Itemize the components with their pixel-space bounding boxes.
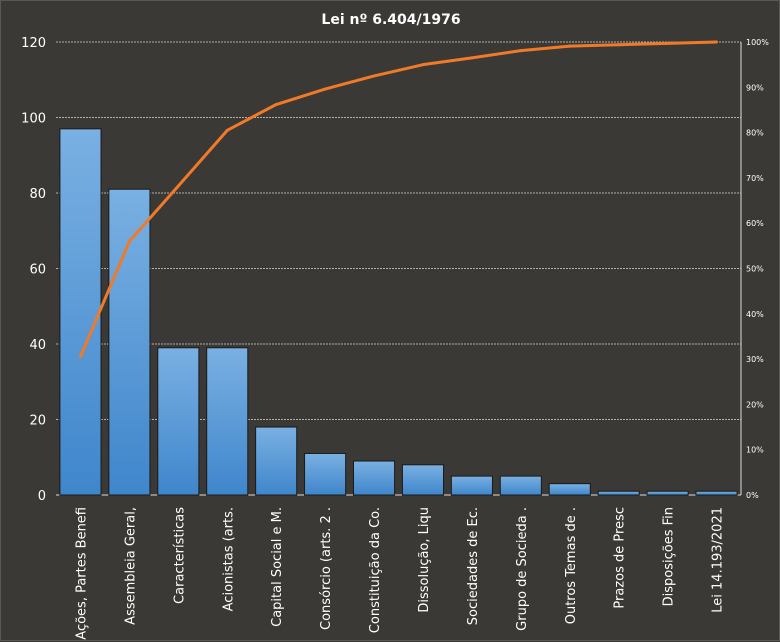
x-tick-label: Consórcio (arts. 2 . <box>319 507 334 630</box>
y2-tick-label: 40% <box>746 310 764 319</box>
cumulative-point <box>470 56 474 60</box>
cumulative-point <box>274 103 278 107</box>
cumulative-point <box>715 40 719 44</box>
y2-tick-label: 60% <box>746 219 764 228</box>
bar <box>206 347 249 496</box>
cumulative-point <box>225 128 229 132</box>
y2-tick-label: 0% <box>746 491 759 500</box>
x-tick-label: Outros Temas de . <box>564 507 579 624</box>
cumulative-point <box>127 239 131 243</box>
cumulative-point <box>78 355 82 359</box>
bar <box>646 490 689 496</box>
cumulative-point <box>617 43 621 47</box>
y-tick-label: 60 <box>29 263 46 278</box>
y-tick-label: 100 <box>21 112 46 127</box>
y-tick-label: 20 <box>29 414 46 429</box>
x-tick-label: Disposições Fin <box>662 507 677 606</box>
x-tick-label: Prazos de Presc <box>613 507 628 609</box>
y2-tick-label: 90% <box>746 83 764 92</box>
x-tick-label: Características <box>172 507 187 604</box>
y2-tick-label: 30% <box>746 355 764 364</box>
y-tick-label: 0 <box>38 489 46 504</box>
x-tick-label: Acionistas (arts. <box>221 507 236 611</box>
x-tick-label: Assembleia Geral, <box>123 507 138 625</box>
cumulative-point <box>323 87 327 91</box>
cumulative-point <box>421 63 425 67</box>
y-tick-label: 80 <box>29 187 46 202</box>
y2-tick-label: 70% <box>746 174 764 183</box>
cumulative-point <box>568 44 572 48</box>
x-tick-label: Sociedades de Ec. <box>466 507 481 625</box>
x-tick-label: Dissolução, Liqu <box>417 507 432 613</box>
bar <box>352 460 396 496</box>
cumulative-point <box>666 41 670 45</box>
bar <box>548 483 591 496</box>
cumulative-line <box>79 40 717 358</box>
bar <box>499 475 542 496</box>
y-tick-label: 40 <box>29 338 46 353</box>
y-tick-label: 120 <box>21 36 46 51</box>
bar <box>255 426 298 496</box>
y2-tick-label: 20% <box>746 400 764 409</box>
x-tick-label: Ações, Partes Benefi <box>74 507 89 640</box>
bar <box>401 464 445 496</box>
bar <box>695 490 738 496</box>
y2-tick-label: 10% <box>746 446 764 455</box>
x-tick-label: Capital Social e M. <box>270 507 285 627</box>
x-tick-label: Grupo de Socieda . <box>515 507 530 631</box>
x-tick-label: Lei 14.193/2021 <box>711 507 726 613</box>
cumulative-point <box>176 184 180 188</box>
cumulative-point <box>519 49 523 53</box>
bar <box>157 347 200 496</box>
cumulative-point <box>372 74 376 78</box>
y2-tick-label: 100% <box>746 38 769 47</box>
bar <box>597 490 640 496</box>
bar <box>59 128 102 496</box>
bar <box>450 475 493 496</box>
y2-tick-label: 50% <box>746 265 764 274</box>
chart-title: Lei nº 6.404/1976 <box>321 12 460 28</box>
bar <box>304 452 347 496</box>
bar <box>108 188 151 496</box>
y2-tick-label: 80% <box>746 129 764 138</box>
x-tick-label: Constituição da Co. <box>368 507 383 633</box>
